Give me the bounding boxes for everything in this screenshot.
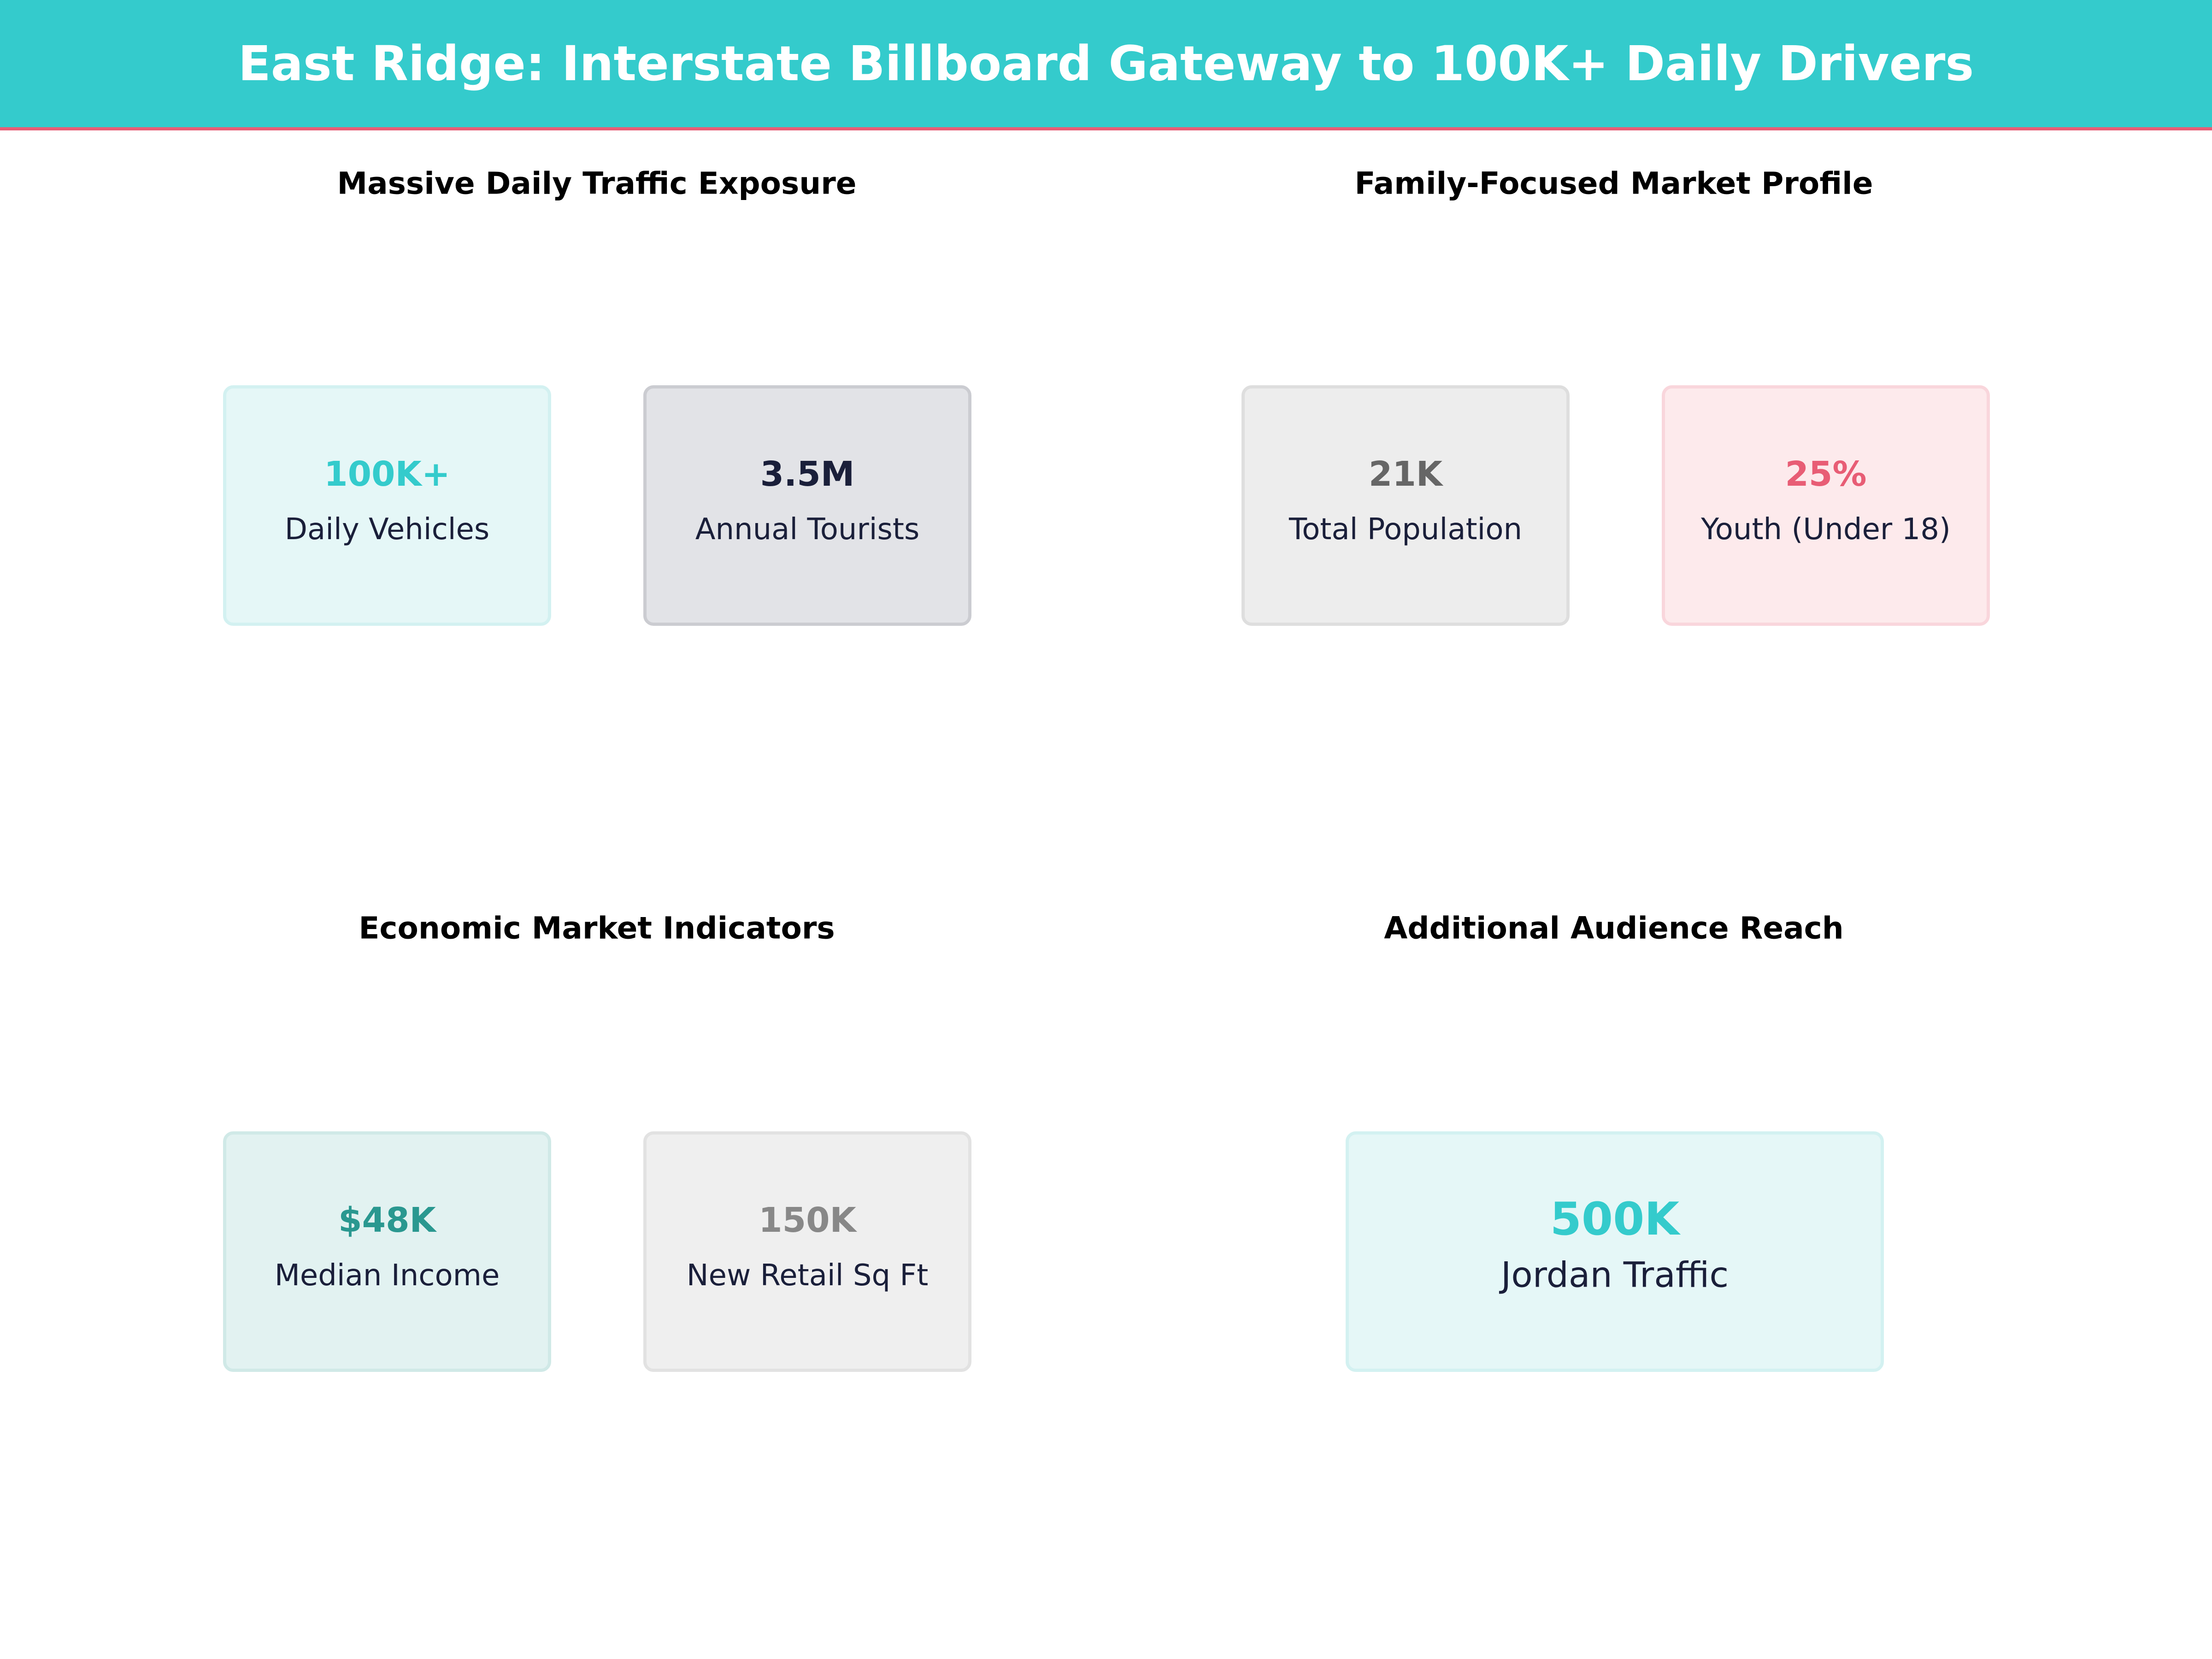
stat-value: 100K+ <box>324 454 450 494</box>
stat-value: 150K <box>759 1200 856 1240</box>
stat-label: Youth (Under 18) <box>1701 512 1951 547</box>
page-title: East Ridge: Interstate Billboard Gateway… <box>238 35 1974 92</box>
stat-label: Annual Tourists <box>695 512 920 547</box>
section-title-economic: Economic Market Indicators <box>359 910 835 946</box>
stat-card-total-population: 21K Total Population <box>1241 385 1570 626</box>
stat-card-daily-vehicles: 100K+ Daily Vehicles <box>223 385 551 626</box>
stat-card-new-retail: 150K New Retail Sq Ft <box>643 1131 971 1372</box>
header-banner: East Ridge: Interstate Billboard Gateway… <box>0 0 2212 130</box>
stat-value: $48K <box>338 1200 436 1240</box>
stat-label: New Retail Sq Ft <box>686 1259 929 1293</box>
stat-card-annual-tourists: 3.5M Annual Tourists <box>643 385 971 626</box>
section-title-traffic: Massive Daily Traffic Exposure <box>337 165 857 201</box>
stat-label: Jordan Traffic <box>1500 1254 1729 1295</box>
stat-card-jordan-traffic: 500K Jordan Traffic <box>1346 1131 1884 1372</box>
stat-value: 3.5M <box>760 454 855 494</box>
stat-label: Total Population <box>1288 512 1523 547</box>
section-title-family: Family-Focused Market Profile <box>1354 165 1873 201</box>
stat-value: 21K <box>1368 454 1443 494</box>
stat-label: Median Income <box>274 1259 500 1293</box>
section-title-audience: Additional Audience Reach <box>1384 910 1844 946</box>
stat-value: 25% <box>1785 454 1867 494</box>
stat-label: Daily Vehicles <box>284 512 490 547</box>
stat-value: 500K <box>1550 1193 1680 1246</box>
stat-card-youth: 25% Youth (Under 18) <box>1662 385 1990 626</box>
stat-card-median-income: $48K Median Income <box>223 1131 551 1372</box>
